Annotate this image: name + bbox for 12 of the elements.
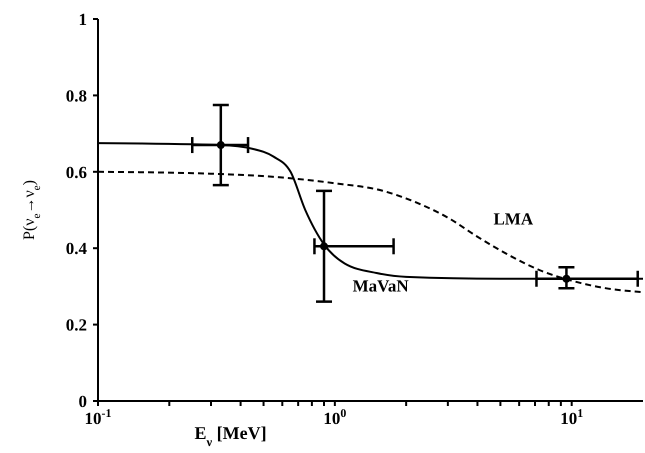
x-axis-title: E$_{ν}$ [MeV] <box>194 423 267 449</box>
x-tick-label: 10$^{1}$ <box>560 406 584 428</box>
y-tick-label: 0.2 <box>66 316 87 335</box>
x-tick-label: 10$^{0}$ <box>323 406 346 428</box>
series-label: MaVaN <box>352 276 410 296</box>
y-tick-label: 0.6 <box>66 162 87 182</box>
series-label: LMA <box>493 210 534 229</box>
y-tick-label: 0 <box>78 392 87 411</box>
y-tick-label: 0.4 <box>66 239 88 258</box>
y-tick-label: 0.8 <box>66 86 87 106</box>
y-tick-label: 1 <box>78 10 87 29</box>
x-tick-label: 10$^{-1}$ <box>84 406 112 428</box>
